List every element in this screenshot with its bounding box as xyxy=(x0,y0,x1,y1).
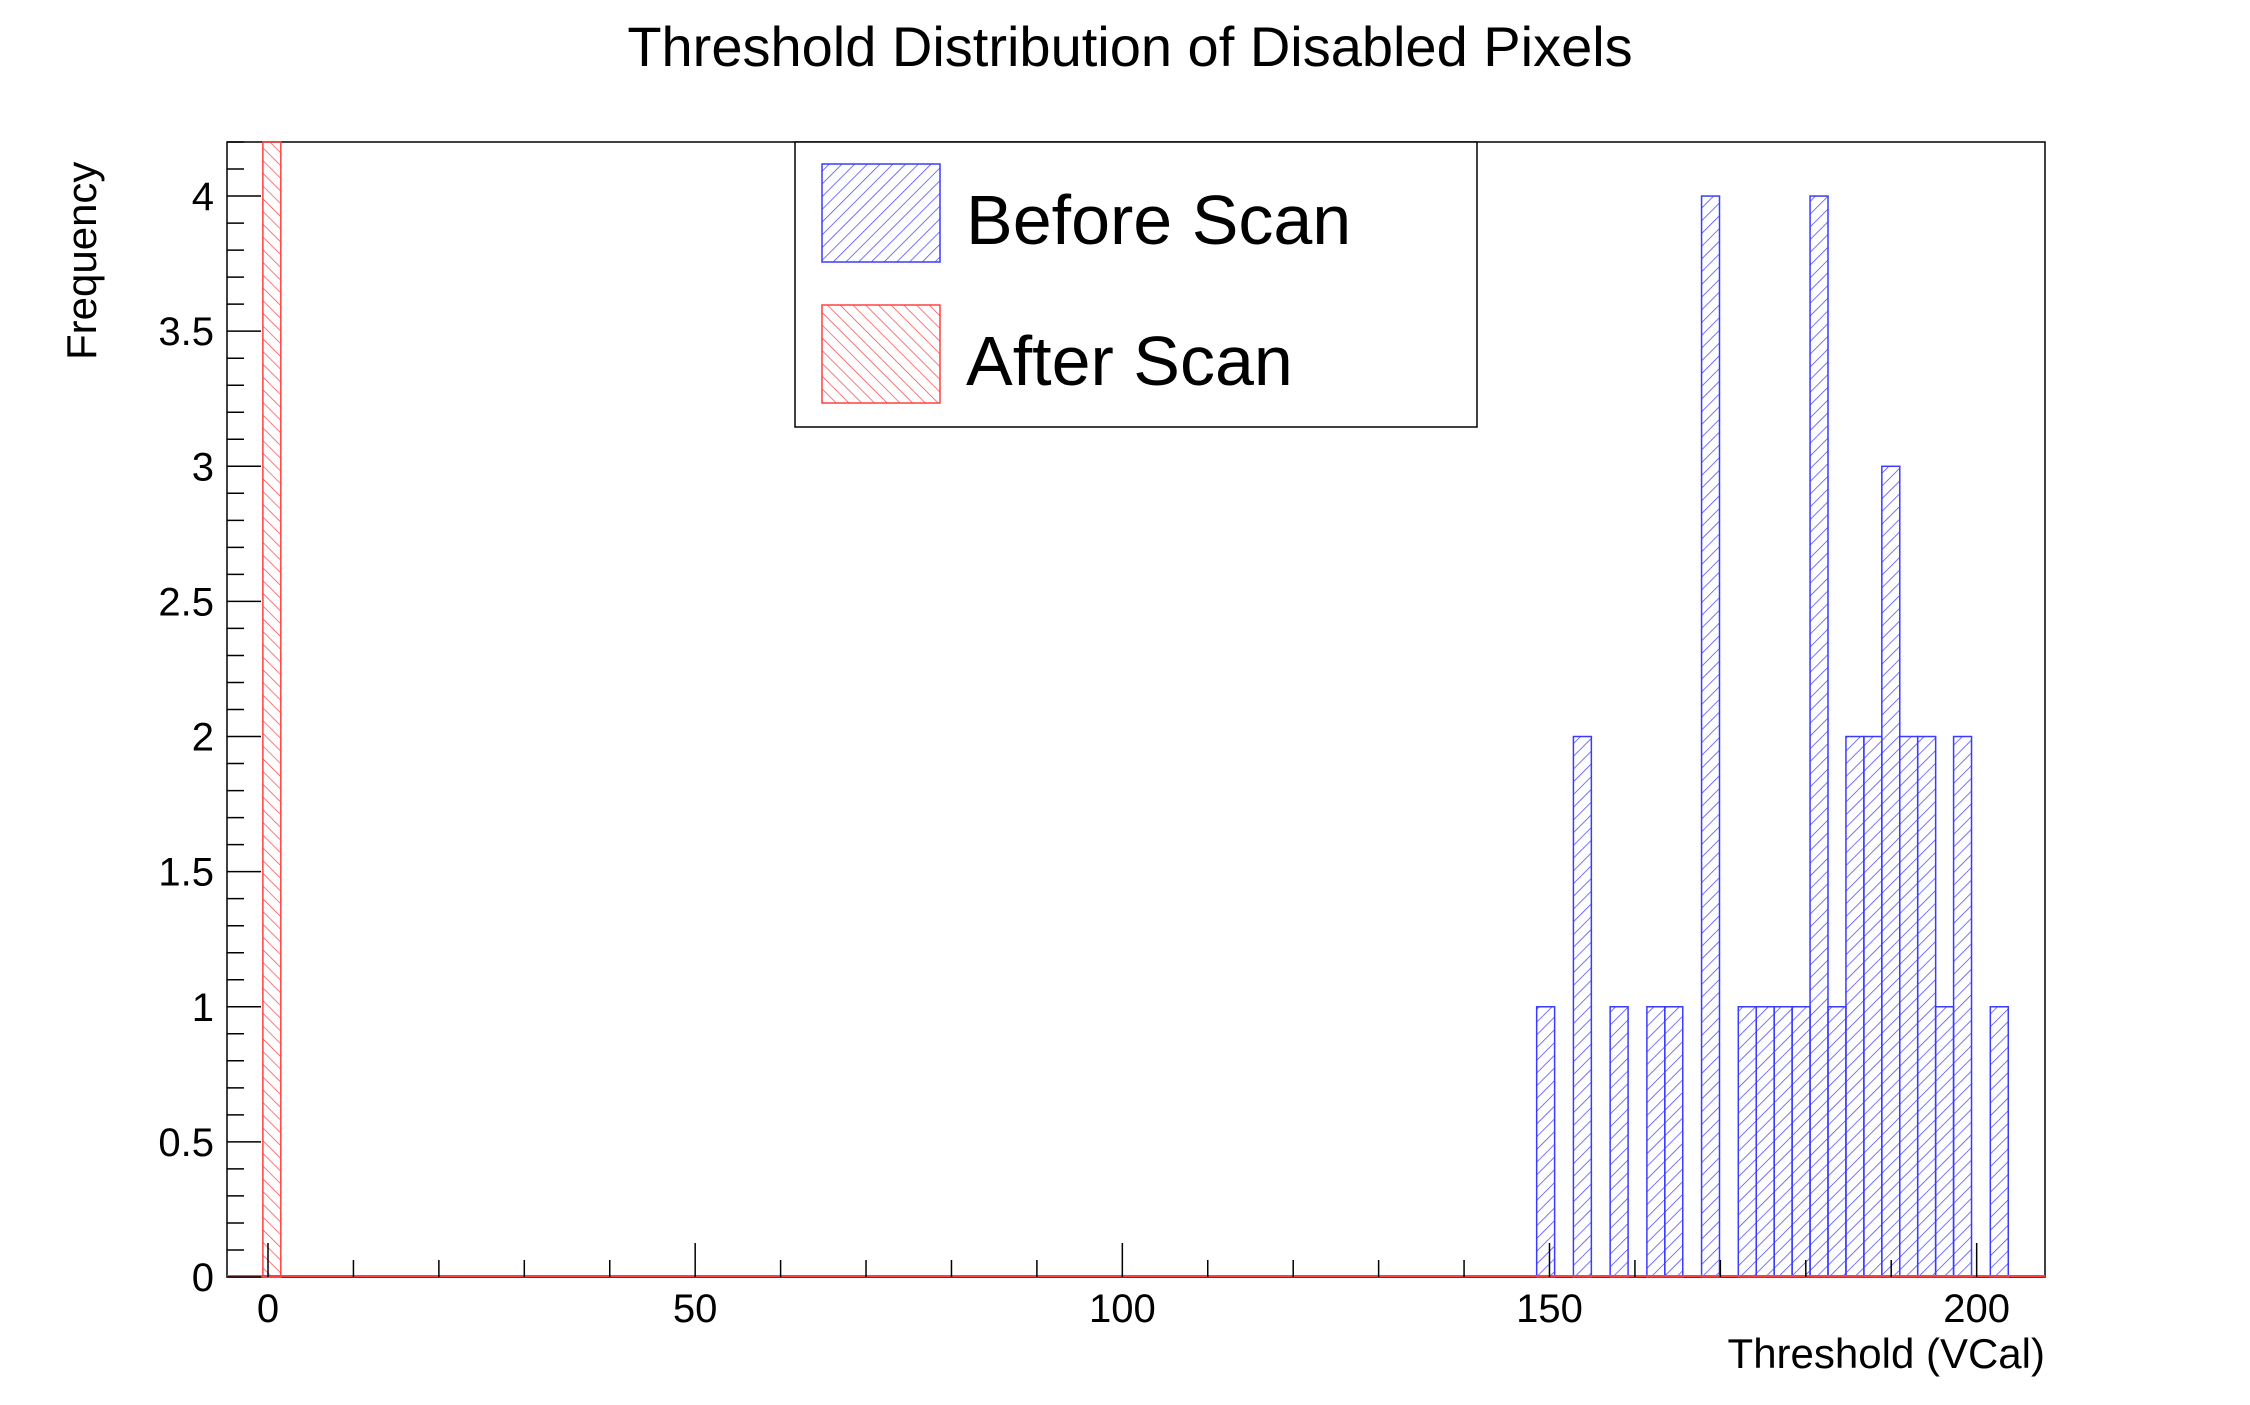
bar-before-scan-16 xyxy=(1916,735,1937,1278)
bar-before-scan-5 xyxy=(1700,195,1721,1278)
bars-layer xyxy=(227,141,2045,1278)
y-tick-label-2: 1 xyxy=(192,986,214,1030)
legend-label-after-scan: After Scan xyxy=(966,322,1293,400)
bar-before-scan-11 xyxy=(1827,1006,1847,1278)
x-axis-label: Threshold (VCal) xyxy=(1728,1330,2045,1377)
bar-before-scan-0 xyxy=(1535,1006,1556,1278)
bar-before-scan-12 xyxy=(1845,735,1865,1278)
ticks-layer: 0 50 100 150 200 0 0.5 1 1.5 2 2.5 3 3.5 4 xyxy=(158,141,2010,1331)
bar-before-scan-14 xyxy=(1881,465,1901,1278)
y-axis-label: Frequency xyxy=(58,162,105,360)
bar-before-scan-8 xyxy=(1773,1006,1793,1278)
bar-before-scan-4 xyxy=(1664,1006,1684,1278)
x-tick-label-0: 0 xyxy=(257,1287,279,1331)
bar-before-scan-7 xyxy=(1755,1006,1775,1278)
x-tick-label-100: 100 xyxy=(1089,1287,1156,1331)
y-tick-label-0: 0 xyxy=(192,1256,214,1300)
y-tick-label-6: 3 xyxy=(192,445,214,489)
y-tick-label-3: 1.5 xyxy=(158,851,214,895)
bar-before-scan-3 xyxy=(1646,1006,1666,1278)
bar-after-scan-0 xyxy=(262,141,282,1278)
y-tick-label-4: 2 xyxy=(192,716,214,760)
bar-before-scan-1 xyxy=(1572,735,1593,1278)
bar-before-scan-13 xyxy=(1863,735,1883,1278)
x-tick-label-50: 50 xyxy=(673,1287,718,1331)
chart-title: Threshold Distribution of Disabled Pixel… xyxy=(627,15,1632,78)
legend: Before Scan After Scan xyxy=(794,141,1478,428)
bar-before-scan-10 xyxy=(1809,195,1829,1278)
bar-before-scan-17 xyxy=(1934,1006,1955,1278)
bar-before-scan-2 xyxy=(1609,1006,1629,1278)
bar-before-scan-19 xyxy=(1989,1006,2010,1278)
y-tick-label-5: 2.5 xyxy=(158,580,214,624)
bar-before-scan-9 xyxy=(1791,1006,1811,1278)
y-tick-label-7: 3.5 xyxy=(158,310,214,354)
bar-before-scan-6 xyxy=(1737,1006,1757,1278)
y-tick-label-1: 0.5 xyxy=(158,1121,214,1165)
legend-swatch-after-scan xyxy=(821,304,941,404)
y-tick-label-8: 4 xyxy=(192,175,214,219)
bar-before-scan-18 xyxy=(1952,735,1973,1278)
x-tick-label-150: 150 xyxy=(1516,1287,1583,1331)
legend-label-before-scan: Before Scan xyxy=(966,181,1351,259)
x-tick-label-200: 200 xyxy=(1943,1287,2010,1331)
legend-swatch-before-scan xyxy=(821,163,941,263)
bar-before-scan-15 xyxy=(1899,735,1919,1278)
